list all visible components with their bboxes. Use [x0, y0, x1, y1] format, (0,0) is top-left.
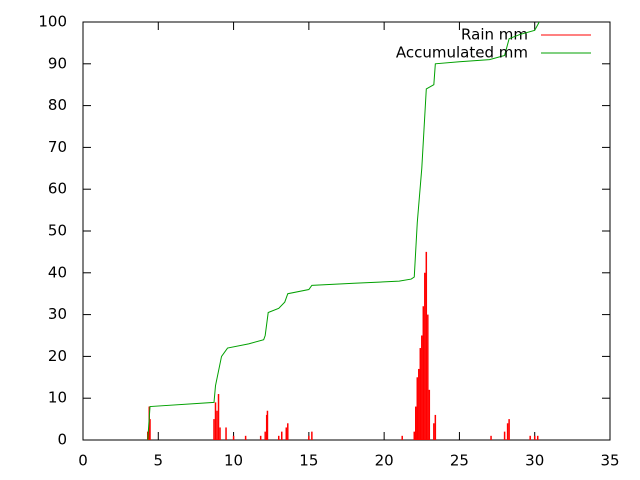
- x-tick-label: 5: [154, 452, 164, 470]
- y-tick-label: 90: [48, 54, 67, 72]
- x-tick-label: 35: [600, 452, 619, 470]
- legend-label: Accumulated mm: [396, 44, 528, 62]
- legend-label: Rain mm: [461, 26, 528, 44]
- x-tick-label: 0: [78, 452, 88, 470]
- y-tick-label: 60: [48, 180, 67, 198]
- plot-frame: [82, 21, 611, 441]
- y-tick-label: 70: [48, 138, 67, 156]
- y-tick-label: 80: [48, 96, 67, 114]
- x-tick-label: 30: [525, 452, 544, 470]
- y-tick-label: 20: [48, 347, 67, 365]
- y-tick-label: 40: [48, 263, 67, 281]
- x-tick-label: 25: [450, 452, 469, 470]
- y-tick-label: 30: [48, 305, 67, 323]
- y-tick-label: 100: [38, 13, 67, 31]
- x-tick-label: 15: [299, 452, 318, 470]
- y-tick-label: 50: [48, 222, 67, 240]
- accumulated-line: [147, 21, 540, 441]
- y-tick-label: 10: [48, 389, 67, 407]
- x-tick-label: 20: [375, 452, 394, 470]
- y-tick-label: 0: [57, 431, 67, 449]
- x-tick-label: 10: [224, 452, 243, 470]
